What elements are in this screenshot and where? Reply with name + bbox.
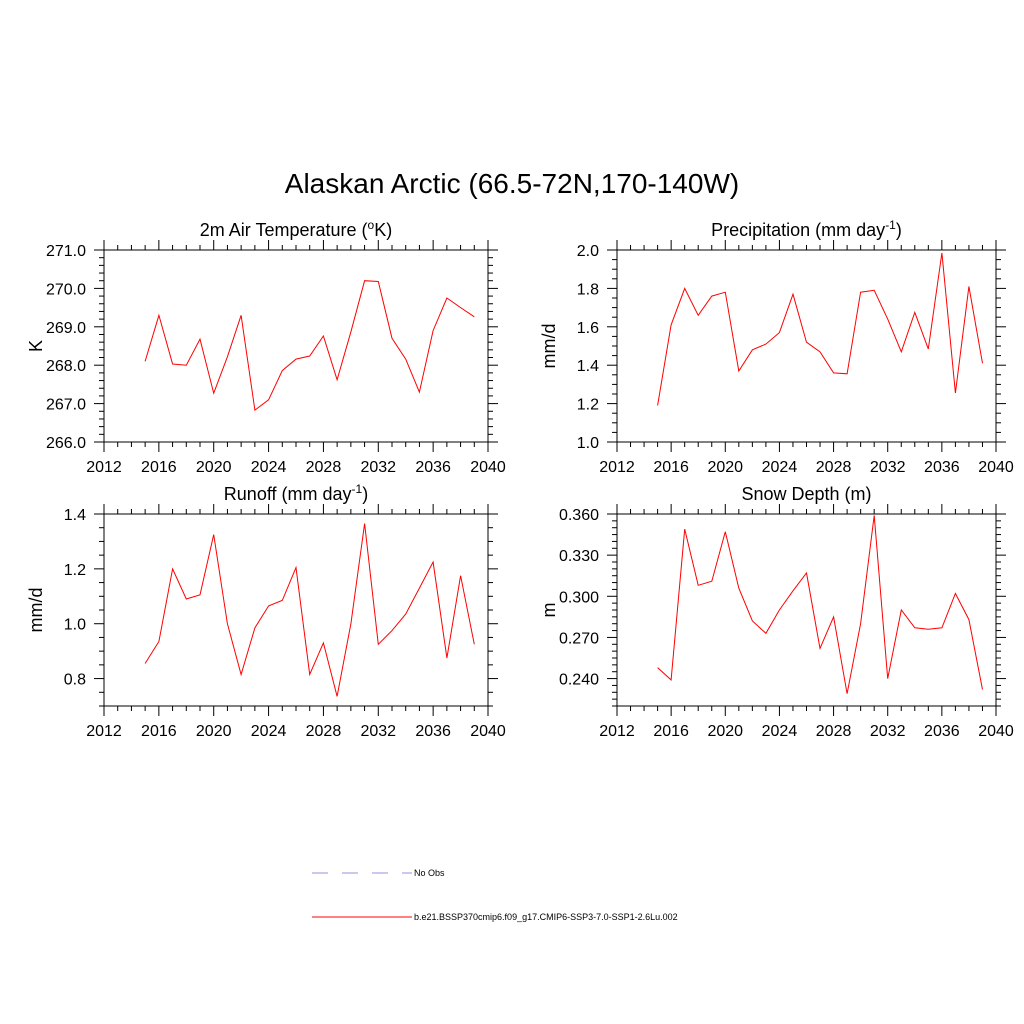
x-tick-label: 2024: [762, 723, 798, 740]
x-tick-label: 2040: [978, 723, 1014, 740]
x-tick-label: 2012: [86, 723, 122, 740]
y-axis-label: mm/d: [26, 588, 46, 633]
panel-title-superscript: o: [368, 218, 375, 232]
plot-frame: [103, 249, 489, 443]
series-line-1: [144, 280, 475, 412]
x-tick-label: 2028: [306, 459, 342, 476]
x-tick-label: 2040: [470, 723, 506, 740]
y-axis-label: m: [539, 603, 559, 618]
series-line-1: [657, 515, 983, 694]
x-tick-label: 2036: [415, 459, 451, 476]
legend-label-no-obs: No Obs: [414, 868, 445, 878]
y-tick-label: 270.0: [46, 281, 86, 298]
x-tick-label: 2028: [816, 723, 852, 740]
panel-title-text-end: K): [374, 220, 392, 240]
y-tick-label: 2.0: [577, 243, 599, 260]
y-tick-label: 0.330: [559, 548, 599, 565]
panel-title: Precipitation (mm day-1): [711, 218, 902, 240]
x-tick-label: 2024: [251, 459, 287, 476]
plot-frame: [616, 249, 997, 443]
panel-title: Snow Depth (m): [741, 484, 871, 504]
y-tick-label: 268.0: [46, 358, 86, 375]
x-tick-label: 2020: [707, 723, 743, 740]
y-tick-label: 0.270: [559, 630, 599, 647]
x-tick-label: 2020: [707, 459, 743, 476]
y-tick-label: 1.2: [64, 562, 86, 579]
y-tick-label: 266.0: [46, 435, 86, 452]
y-tick-label: 1.6: [577, 320, 599, 337]
y-tick-label: 0.240: [559, 672, 599, 689]
x-tick-label: 2012: [599, 723, 635, 740]
main-title: Alaskan Arctic (66.5-72N,170-140W): [284, 168, 740, 199]
x-tick-label: 2012: [599, 459, 635, 476]
plot-frame: [103, 513, 489, 707]
panel-title-text: Runoff (mm day: [224, 484, 352, 504]
chart-panel-2: Precipitation (mm day-1) mm/d 2012 2016 2020…: [539, 218, 1014, 476]
x-tick-label: 2040: [978, 459, 1014, 476]
y-tick-label: 0.300: [559, 589, 599, 606]
x-tick-label: 2036: [924, 459, 960, 476]
chart-panel-4: Snow Depth (m) m 2012 2016 2020 2024 2028 2032 2…: [539, 484, 1014, 740]
y-tick-label: 0.8: [64, 672, 86, 689]
y-tick-label: 271.0: [46, 243, 86, 260]
y-axis-label: mm/d: [539, 324, 559, 369]
x-tick-label: 2016: [653, 723, 689, 740]
x-tick-label: 2032: [870, 459, 906, 476]
panel-title-text-end: ): [896, 220, 902, 240]
y-tick-label: 269.0: [46, 320, 86, 337]
x-tick-label: 2020: [196, 459, 232, 476]
x-tick-label: 2016: [141, 723, 177, 740]
chart-panels: 2m Air Temperature (oK) K 2012 2016 2020 2024…: [26, 218, 1014, 740]
y-tick-label: 1.8: [577, 281, 599, 298]
panel-title: Runoff (mm day-1): [224, 482, 368, 504]
x-tick-label: 2016: [141, 459, 177, 476]
x-tick-label: 2016: [653, 459, 689, 476]
panel-title-superscript: -1: [352, 482, 363, 496]
panel-title-text: Snow Depth (m): [741, 484, 871, 504]
panel-title: 2m Air Temperature (oK): [200, 218, 392, 240]
legend-label-model: b.e21.BSSP370cmip6.f09_g17.CMIP6-SSP3-7.…: [414, 912, 678, 922]
panel-title-text-end: ): [362, 484, 368, 504]
series-line-1: [657, 252, 983, 406]
y-tick-label: 1.4: [64, 507, 86, 524]
y-tick-label: 0.360: [559, 507, 599, 524]
plot-frame: [616, 513, 997, 707]
y-tick-label: 267.0: [46, 397, 86, 414]
x-tick-label: 2032: [870, 723, 906, 740]
x-tick-label: 2040: [470, 459, 506, 476]
x-tick-label: 2032: [360, 723, 396, 740]
chart-panel-3: Runoff (mm day-1) mm/d 2012 2016 2020 2024 202…: [26, 482, 506, 740]
panel-title-superscript: -1: [885, 218, 896, 232]
x-tick-label: 2028: [816, 459, 852, 476]
series-line-1: [144, 523, 475, 697]
x-tick-label: 2024: [762, 459, 798, 476]
x-tick-label: 2028: [306, 723, 342, 740]
y-tick-label: 1.2: [577, 397, 599, 414]
y-tick-label: 1.4: [577, 358, 599, 375]
x-tick-label: 2024: [251, 723, 287, 740]
x-tick-label: 2012: [86, 459, 122, 476]
legend: No Obs b.e21.BSSP370cmip6.f09_g17.CMIP6-…: [312, 868, 678, 922]
y-axis-label: K: [26, 340, 46, 352]
y-tick-label: 1.0: [577, 435, 599, 452]
chart-panel-1: 2m Air Temperature (oK) K 2012 2016 2020 2024…: [26, 218, 506, 476]
x-tick-label: 2032: [360, 459, 396, 476]
x-tick-label: 2036: [924, 723, 960, 740]
panel-title-text: 2m Air Temperature (: [200, 220, 368, 240]
x-tick-label: 2020: [196, 723, 232, 740]
y-tick-label: 1.0: [64, 617, 86, 634]
panel-title-text: Precipitation (mm day: [711, 220, 885, 240]
x-tick-label: 2036: [415, 723, 451, 740]
